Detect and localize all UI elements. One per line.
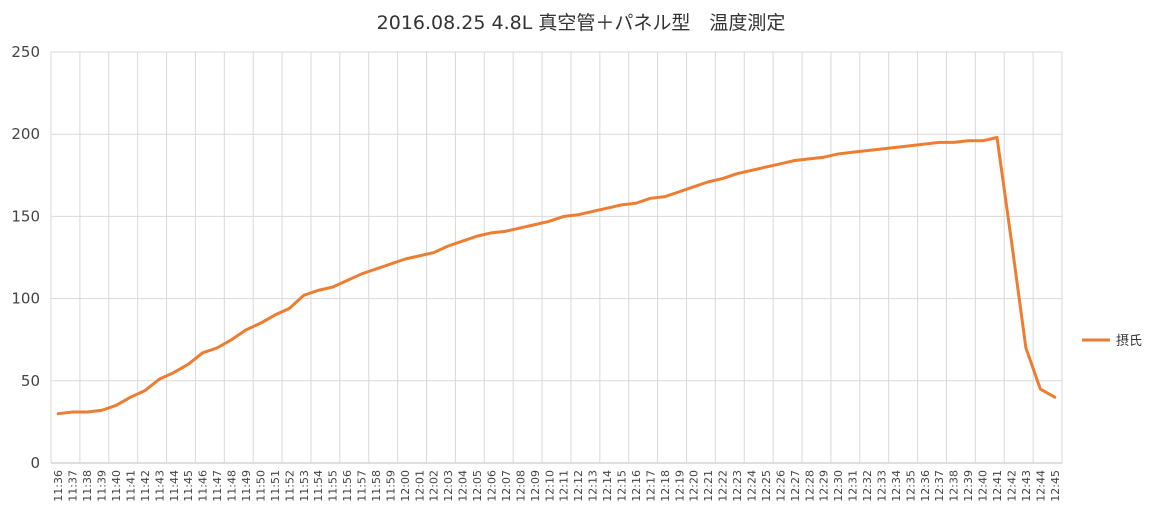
x-tick-label: 12:04 xyxy=(457,470,470,502)
x-axis: 11:36 11:37 11:38 11:39 11:40 11:41 11:42 11:43… xyxy=(52,470,1062,502)
x-tick-label: 11:42 xyxy=(139,470,152,502)
x-tick-label: 12:35 xyxy=(904,470,917,502)
y-tick-label: 250 xyxy=(11,43,40,61)
chart-title: 2016.08.25 4.8L 真空管＋パネル型 温度測定 xyxy=(377,12,786,34)
x-tick-label: 12:32 xyxy=(861,470,874,502)
x-tick-label: 12:09 xyxy=(529,470,542,502)
x-tick-label: 12:22 xyxy=(717,470,730,502)
x-tick-label: 12:14 xyxy=(601,470,614,502)
x-tick-label: 12:16 xyxy=(630,470,643,502)
x-tick-label: 12:08 xyxy=(514,470,527,502)
x-tick-label: 12:15 xyxy=(615,470,628,502)
x-tick-label: 12:27 xyxy=(789,470,802,502)
grid xyxy=(50,51,1063,464)
x-tick-label: 12:13 xyxy=(587,470,600,502)
x-tick-label: 11:36 xyxy=(52,470,65,502)
y-tick-label: 50 xyxy=(21,372,40,390)
x-tick-label: 12:05 xyxy=(471,470,484,502)
x-tick-label: 12:21 xyxy=(702,470,715,502)
x-tick-label: 12:38 xyxy=(948,470,961,502)
legend: 摂氏 xyxy=(1082,333,1142,349)
x-tick-label: 12:06 xyxy=(486,470,499,502)
series-line-0 xyxy=(56,135,1057,416)
x-tick-label: 12:19 xyxy=(673,470,686,502)
x-tick-label: 11:43 xyxy=(153,470,166,502)
x-tick-label: 11:53 xyxy=(298,470,311,502)
x-tick-label: 11:37 xyxy=(67,470,80,502)
x-tick-label: 12:03 xyxy=(442,470,455,502)
x-tick-label: 12:23 xyxy=(731,470,744,502)
x-tick-label: 12:42 xyxy=(1005,470,1018,502)
x-tick-label: 11:59 xyxy=(384,470,397,502)
y-tick-label: 200 xyxy=(11,125,40,143)
x-tick-label: 11:38 xyxy=(81,470,94,502)
x-tick-label: 12:25 xyxy=(760,470,773,502)
x-tick-label: 12:33 xyxy=(875,470,888,502)
x-tick-label: 12:00 xyxy=(399,470,412,502)
x-tick-label: 11:39 xyxy=(96,470,109,502)
x-tick-label: 12:39 xyxy=(962,470,975,502)
x-tick-label: 12:26 xyxy=(774,470,787,502)
x-tick-label: 11:50 xyxy=(254,470,267,502)
x-tick-label: 12:36 xyxy=(919,470,932,502)
y-tick-label: 0 xyxy=(30,454,40,472)
x-tick-label: 12:02 xyxy=(428,470,441,502)
x-tick-label: 11:46 xyxy=(197,470,210,502)
x-tick-label: 12:12 xyxy=(572,470,585,502)
x-tick-label: 12:28 xyxy=(803,470,816,502)
y-tick-label: 150 xyxy=(11,207,40,225)
series-group xyxy=(56,135,1057,416)
x-tick-label: 12:07 xyxy=(500,470,513,502)
x-tick-label: 12:45 xyxy=(1049,470,1062,502)
x-tick-label: 11:48 xyxy=(226,470,239,502)
x-tick-label: 11:49 xyxy=(240,470,253,502)
x-tick-label: 12:11 xyxy=(558,470,571,502)
x-tick-label: 11:44 xyxy=(168,470,181,502)
x-tick-label: 11:40 xyxy=(110,470,123,502)
legend-label: 摂氏 xyxy=(1116,333,1142,349)
x-tick-label: 11:51 xyxy=(269,470,282,502)
x-tick-label: 12:43 xyxy=(1020,470,1033,502)
y-tick-label: 100 xyxy=(11,290,40,308)
x-tick-label: 12:31 xyxy=(847,470,860,502)
x-tick-label: 11:56 xyxy=(341,470,354,502)
x-tick-label: 12:18 xyxy=(659,470,672,502)
x-tick-label: 11:47 xyxy=(211,470,224,502)
x-tick-label: 11:58 xyxy=(370,470,383,502)
y-axis: 0 50 100 150 200 250 xyxy=(11,43,40,472)
x-tick-label: 11:45 xyxy=(182,470,195,502)
x-tick-label: 12:17 xyxy=(644,470,657,502)
x-tick-label: 12:20 xyxy=(688,470,701,502)
x-tick-label: 12:10 xyxy=(543,470,556,502)
x-tick-label: 11:54 xyxy=(312,470,325,502)
x-tick-label: 12:40 xyxy=(977,470,990,502)
x-tick-label: 12:41 xyxy=(991,470,1004,502)
x-tick-label: 12:24 xyxy=(745,470,758,502)
x-tick-label: 11:57 xyxy=(356,470,369,502)
x-tick-label: 12:34 xyxy=(890,470,903,502)
x-tick-label: 12:01 xyxy=(413,470,426,502)
x-tick-label: 11:55 xyxy=(327,470,340,502)
x-tick-label: 12:30 xyxy=(832,470,845,502)
x-tick-label: 11:52 xyxy=(283,470,296,502)
x-tick-label: 12:44 xyxy=(1034,470,1047,502)
x-tick-label: 12:29 xyxy=(818,470,831,502)
x-tick-label: 11:41 xyxy=(124,470,137,502)
x-tick-label: 12:37 xyxy=(933,470,946,502)
